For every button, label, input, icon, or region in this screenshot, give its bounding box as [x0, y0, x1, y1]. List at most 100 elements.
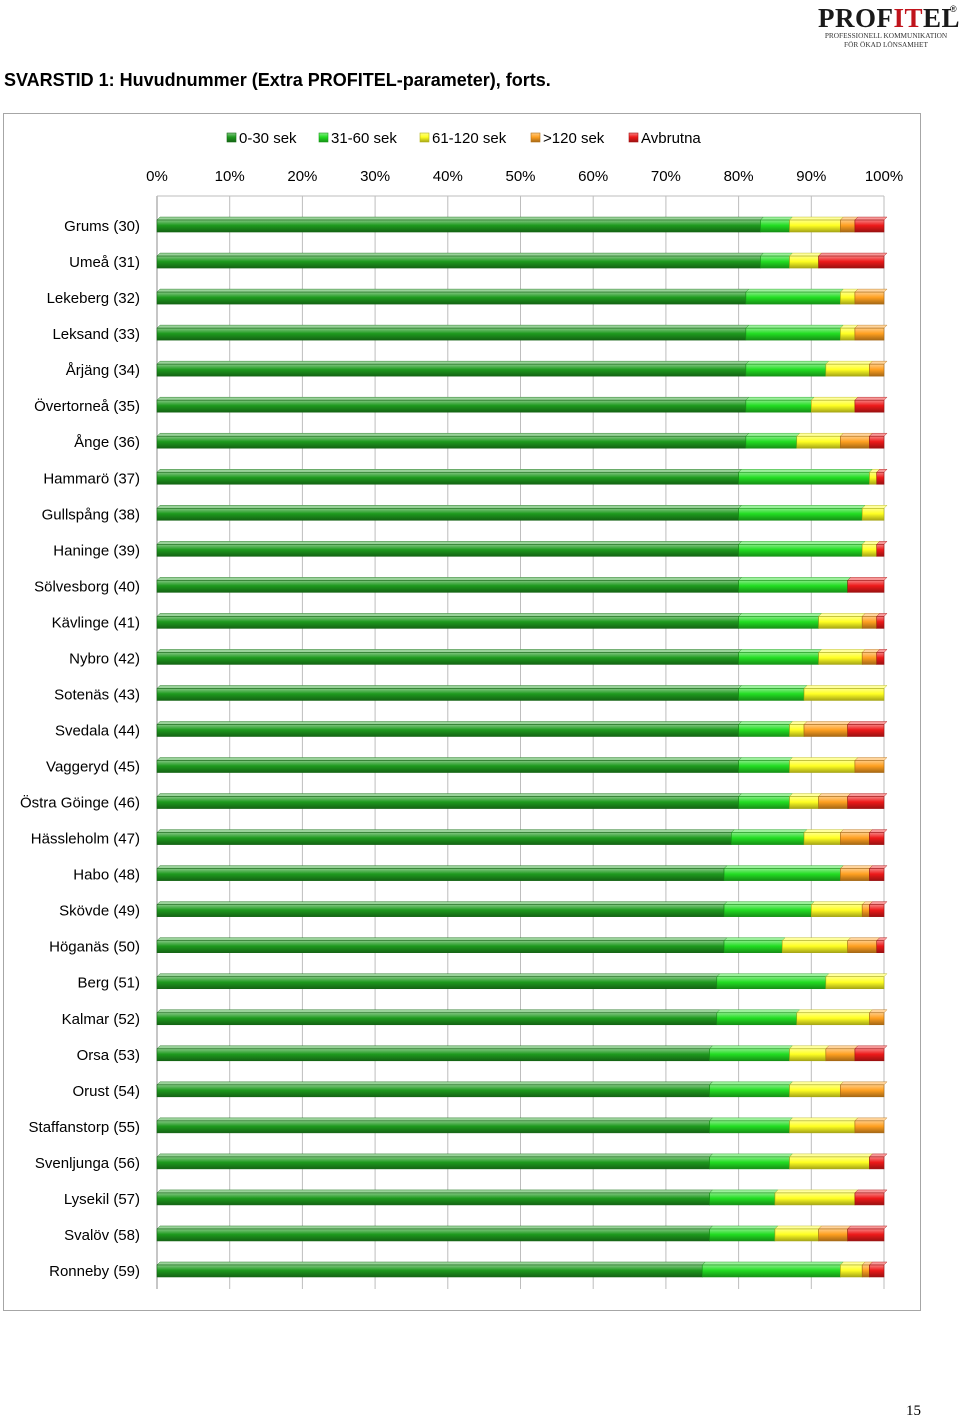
- bar-top-face: [781, 937, 852, 941]
- bar-segment: [156, 1084, 710, 1098]
- bar-segment: [876, 544, 885, 557]
- bar-segment: [854, 219, 885, 233]
- bar-segment: [745, 327, 841, 341]
- bar-segment: [854, 399, 885, 413]
- bar-top-face: [738, 613, 823, 617]
- bar-segment: [745, 291, 841, 305]
- bar-top-face: [156, 1117, 714, 1122]
- bar-top-face: [839, 1081, 888, 1086]
- bar-segment: [861, 544, 878, 557]
- bar-segment: [796, 1012, 870, 1026]
- bar-top-face: [818, 1225, 852, 1230]
- bar-segment: [840, 832, 870, 845]
- bar-top-face: [854, 216, 888, 221]
- category-label: Grums (30): [64, 218, 140, 235]
- bar-top-face: [701, 1261, 844, 1266]
- category-label: Berg (51): [77, 975, 140, 992]
- bar-segment: [781, 940, 848, 953]
- bar-top-face: [730, 829, 808, 833]
- bar-segment: [869, 832, 885, 845]
- bar-segment: [818, 796, 848, 809]
- bar-segment: [760, 219, 790, 233]
- category-label: Lysekil (57): [64, 1191, 140, 1208]
- bar-segment: [156, 399, 747, 413]
- bar-segment: [796, 435, 841, 449]
- bar-top-face: [839, 1261, 866, 1266]
- x-tick-label: 70%: [651, 168, 681, 185]
- bar-top-face: [818, 649, 866, 653]
- bar-segment: [716, 1012, 798, 1026]
- bar-top-face: [789, 1117, 859, 1122]
- bar-segment: [745, 435, 798, 449]
- bar-segment: [789, 1084, 841, 1098]
- bar-top-face: [738, 469, 873, 473]
- bar-top-face: [854, 324, 888, 329]
- bar-segment: [876, 652, 885, 665]
- bar-segment: [803, 688, 885, 701]
- bar-segment: [869, 1012, 885, 1026]
- x-tick-label: 50%: [505, 168, 535, 185]
- bar-segment: [847, 1228, 885, 1242]
- bar-top-face: [709, 1081, 793, 1086]
- x-tick-label: 80%: [724, 168, 754, 185]
- bar-segment: [738, 724, 790, 737]
- bar-segment: [869, 904, 885, 917]
- bar-segment: [156, 1228, 710, 1242]
- category-label: Svedala (44): [55, 722, 140, 739]
- bar-segment: [789, 796, 819, 809]
- bar-top-face: [759, 252, 793, 257]
- bar-top-face: [847, 1225, 888, 1230]
- legend-swatch-0: [226, 132, 237, 143]
- bar-top-face: [868, 1261, 888, 1266]
- bar-segment: [840, 868, 870, 881]
- bar-top-face: [825, 1045, 859, 1049]
- bar-top-face: [774, 1189, 859, 1194]
- category-label: Sölvesborg (40): [34, 578, 140, 595]
- bar-top-face: [796, 433, 844, 437]
- page-number: 15: [906, 1403, 921, 1419]
- bar-top-face: [716, 1009, 801, 1013]
- bar-top-face: [738, 685, 808, 689]
- bar-segment: [818, 1228, 848, 1242]
- bar-top-face: [738, 721, 793, 725]
- bar-top-face: [868, 1009, 888, 1013]
- bar-segment: [738, 796, 790, 809]
- bar-segment: [156, 291, 747, 305]
- bar-segment: [876, 940, 885, 953]
- bar-segment: [709, 1084, 790, 1098]
- bar-top-face: [156, 252, 764, 257]
- profitel-logo: PROFITEL ® PROFESSIONELL KOMMUNIKATION F…: [818, 4, 960, 58]
- bar-top-face: [156, 288, 750, 293]
- bar-segment: [156, 904, 725, 917]
- bar-segment: [861, 904, 870, 917]
- bar-segment: [738, 652, 819, 665]
- bar-segment: [156, 832, 732, 845]
- bar-segment: [869, 363, 885, 377]
- bar-top-face: [156, 865, 728, 869]
- bar-top-face: [789, 1153, 873, 1158]
- legend-swatch-1: [318, 132, 329, 143]
- category-label: Ronneby (59): [49, 1263, 140, 1280]
- bar-segment: [156, 976, 718, 990]
- bar-segment: [789, 1120, 856, 1134]
- bar-top-face: [796, 1009, 873, 1013]
- category-label: Hässleholm (47): [31, 831, 140, 848]
- category-label: Lekeberg (32): [47, 290, 140, 307]
- bar-top-face: [818, 613, 866, 617]
- bar-top-face: [738, 577, 852, 581]
- legend-31-60: 31-60 sek: [331, 130, 397, 147]
- bar-top-face: [156, 793, 743, 797]
- legend-over-120: >120 sek: [543, 130, 605, 147]
- bar-segment: [854, 327, 885, 341]
- bar-segment: [774, 1228, 819, 1242]
- bar-segment: [156, 471, 739, 485]
- bar-top-face: [156, 649, 743, 653]
- bar-segment: [709, 1048, 790, 1062]
- bar-segment: [738, 507, 863, 521]
- bar-top-face: [156, 1189, 714, 1194]
- legend-61-120: 61-120 sek: [432, 130, 507, 147]
- registered-mark: ®: [950, 4, 957, 14]
- bar-segment: [810, 904, 863, 917]
- bar-segment: [847, 940, 878, 953]
- bar-top-face: [825, 360, 873, 365]
